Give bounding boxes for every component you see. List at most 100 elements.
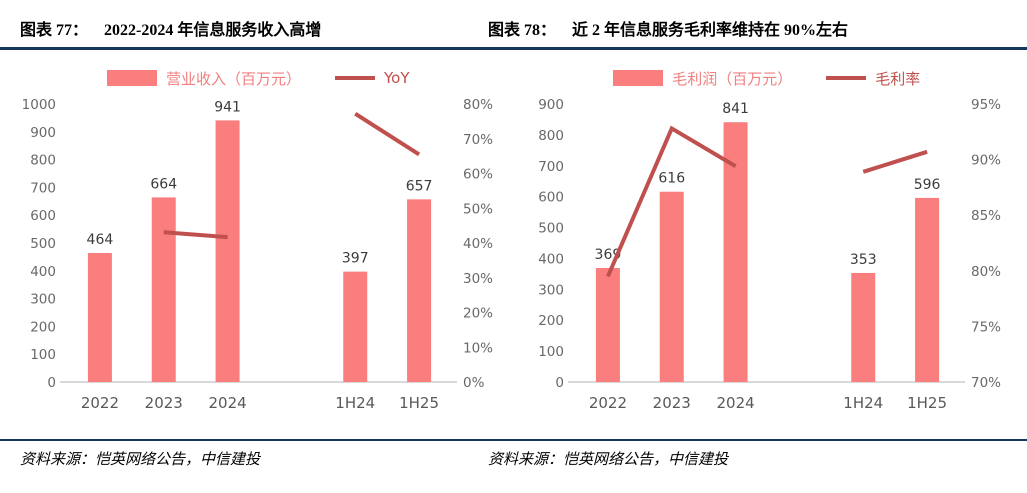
legend-item-gross-margin: 毛利率 — [826, 68, 920, 89]
svg-text:616: 616 — [659, 171, 686, 187]
gross-margin-chart-legend: 毛利润（百万元） 毛利率 — [513, 66, 1022, 90]
line-segment — [862, 149, 928, 174]
legend-label-gross-profit: 毛利润（百万元） — [672, 69, 793, 88]
svg-text:75%: 75% — [971, 319, 1001, 335]
legend-item-gross-profit: 毛利润（百万元） — [613, 68, 792, 89]
svg-text:0%: 0% — [463, 375, 485, 391]
svg-text:596: 596 — [914, 177, 941, 193]
source-label: 资料来源： — [488, 452, 564, 468]
svg-text:800: 800 — [30, 153, 56, 169]
svg-text:200: 200 — [30, 319, 56, 335]
svg-text:40%: 40% — [463, 236, 493, 252]
category-axis-labels: 2022 2023 2024 1H24 1H25 — [81, 394, 439, 412]
svg-text:900: 900 — [30, 125, 56, 141]
figure-78-label: 图表 78： — [488, 22, 557, 39]
bar-1H24 — [851, 272, 876, 382]
bar-series — [87, 120, 431, 382]
svg-text:20%: 20% — [463, 306, 493, 322]
svg-text:464: 464 — [86, 232, 113, 248]
svg-text:60%: 60% — [463, 167, 493, 183]
svg-text:100: 100 — [30, 347, 56, 363]
svg-text:80%: 80% — [463, 97, 493, 113]
figure-77-source: 资料来源： 恺英网络公告，中信建投 — [20, 448, 488, 469]
line-swatch-icon — [335, 76, 375, 80]
line-swatch-icon — [826, 76, 867, 80]
bar-swatch-icon — [613, 70, 664, 86]
svg-text:664: 664 — [150, 176, 177, 192]
svg-text:2024: 2024 — [208, 394, 246, 412]
source-value: 恺英网络公告，中信建投 — [563, 452, 729, 468]
svg-text:700: 700 — [538, 159, 564, 175]
svg-text:300: 300 — [30, 292, 56, 308]
svg-text:0: 0 — [556, 375, 565, 391]
source-label: 资料来源： — [20, 452, 96, 468]
charts-area: 营业收入（百万元） YoY 0 100 200 300 400 500 600 700 800 9… — [0, 50, 1027, 430]
legend-item-yoy: YoY — [335, 69, 410, 87]
right-axis-ticks: 70% 75% 80% 85% 90% 95% — [971, 97, 1001, 391]
bar-2022 — [596, 268, 621, 382]
svg-text:500: 500 — [30, 236, 56, 252]
svg-text:2022: 2022 — [589, 394, 627, 412]
svg-text:657: 657 — [405, 178, 432, 194]
svg-text:30%: 30% — [463, 271, 493, 287]
svg-text:80%: 80% — [971, 264, 1001, 280]
svg-text:70%: 70% — [971, 375, 1001, 391]
svg-text:2024: 2024 — [717, 394, 755, 412]
svg-text:500: 500 — [538, 221, 564, 237]
bar-2023 — [660, 191, 684, 382]
svg-text:1H24: 1H24 — [844, 394, 884, 412]
revenue-chart-plot: 0 100 200 300 400 500 600 700 800 900 1000 0% 10% 20%… — [21, 97, 493, 412]
figure-77-title-text: 2022-2024 年信息服务收入高增 — [104, 22, 322, 39]
svg-text:95%: 95% — [971, 97, 1001, 113]
category-axis-labels: 2022 2023 2024 1H24 1H25 — [589, 394, 947, 412]
svg-text:941: 941 — [214, 99, 241, 115]
svg-text:90%: 90% — [971, 153, 1001, 169]
bar-1H25 — [406, 199, 431, 382]
bar-2024 — [215, 120, 240, 382]
bar-1H24 — [343, 271, 367, 382]
bar-2023 — [151, 197, 176, 382]
right-axis-ticks: 0% 10% 20% 30% 40% 50% 60% 70% 80% — [463, 97, 493, 391]
svg-text:50%: 50% — [463, 201, 493, 217]
source-value: 恺英网络公告，中信建投 — [95, 452, 261, 468]
figure-78-source: 资料来源： 恺英网络公告，中信建投 — [488, 448, 997, 469]
svg-text:397: 397 — [342, 251, 369, 267]
svg-text:2022: 2022 — [81, 394, 119, 412]
source-row: 资料来源： 恺英网络公告，中信建投 资料来源： 恺英网络公告，中信建投 — [0, 439, 1027, 469]
svg-text:70%: 70% — [463, 132, 493, 148]
svg-text:100: 100 — [538, 344, 564, 360]
bar-series — [596, 122, 940, 383]
svg-text:0: 0 — [47, 375, 56, 391]
bar-swatch-icon — [106, 70, 157, 86]
svg-text:1H24: 1H24 — [335, 394, 375, 412]
legend-item-revenue: 营业收入（百万元） — [106, 68, 301, 89]
svg-text:900: 900 — [538, 97, 564, 113]
bar-data-labels: 464 664 941 397 657 — [86, 99, 432, 266]
svg-text:85%: 85% — [971, 208, 1001, 224]
svg-text:200: 200 — [538, 313, 564, 329]
svg-text:400: 400 — [30, 264, 56, 280]
figure-title-row: 图表 77： 2022-2024 年信息服务收入高增 图表 78： 近 2 年信… — [0, 10, 1027, 50]
svg-text:1H25: 1H25 — [399, 394, 439, 412]
left-axis-ticks: 0 100 200 300 400 500 600 700 800 900 1000 — [21, 97, 55, 391]
gross-margin-chart-panel: 毛利润（百万元） 毛利率 0 100 200 300 400 500 600 700 800 90… — [513, 50, 1022, 430]
bar-2022 — [87, 253, 112, 382]
svg-text:300: 300 — [538, 282, 564, 298]
svg-text:2023: 2023 — [653, 394, 691, 412]
legend-label-gross-margin: 毛利率 — [875, 69, 921, 88]
left-axis-ticks: 0 100 200 300 400 500 600 700 800 900 — [538, 97, 564, 391]
line-series — [163, 112, 420, 240]
svg-text:841: 841 — [722, 101, 749, 117]
svg-text:800: 800 — [538, 128, 564, 144]
line-segment — [606, 125, 737, 278]
revenue-chart-legend: 营业收入（百万元） YoY — [4, 66, 513, 90]
line-segment — [353, 112, 420, 157]
svg-text:600: 600 — [30, 208, 56, 224]
figure-78-title-text: 近 2 年信息服务毛利率维持在 90%左右 — [572, 22, 849, 39]
legend-label-revenue: 营业收入（百万元） — [165, 69, 301, 88]
gross-margin-chart-plot: 0 100 200 300 400 500 600 700 800 900 70% 75% 80% 85%… — [538, 97, 1001, 412]
bar-1H25 — [915, 197, 940, 382]
line-series — [606, 125, 928, 278]
